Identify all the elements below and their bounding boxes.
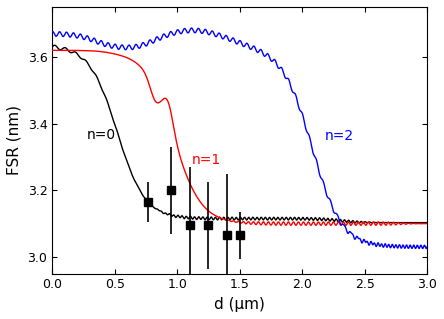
- Text: n=0: n=0: [87, 128, 116, 142]
- Y-axis label: FSR (nm): FSR (nm): [7, 105, 22, 175]
- Text: n=1: n=1: [192, 152, 222, 167]
- Text: n=2: n=2: [325, 129, 354, 143]
- X-axis label: d (μm): d (μm): [214, 297, 265, 312]
